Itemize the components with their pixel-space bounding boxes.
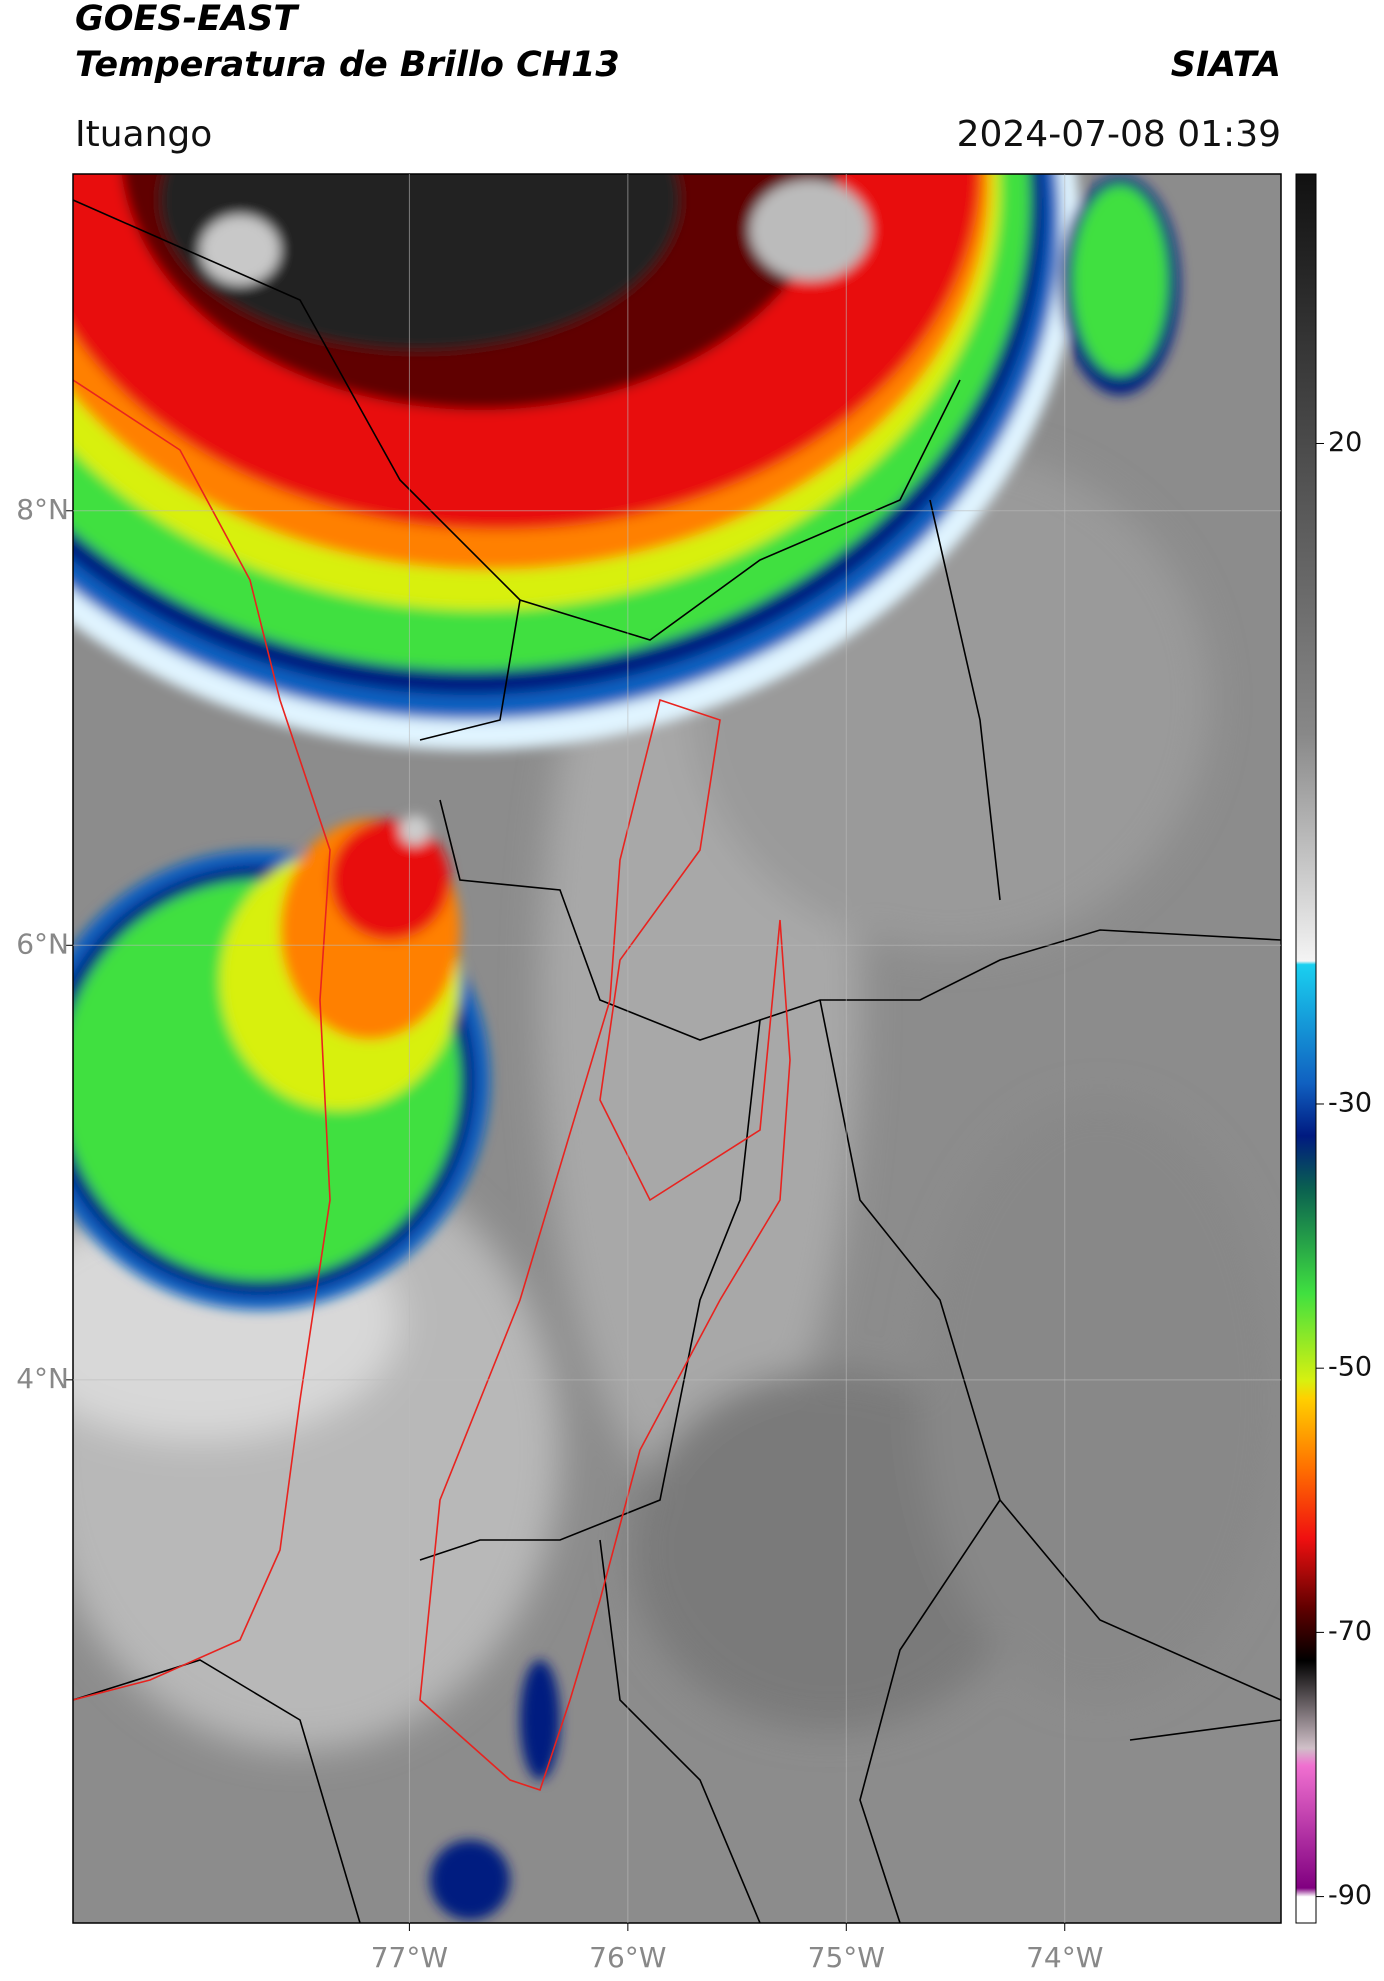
x-tick-label: 77°W <box>371 1941 448 1974</box>
colorbar-tick-label: 20 <box>1328 427 1362 458</box>
title: GOES-EAST <box>75 0 300 39</box>
y-tick-label: 6°N <box>16 927 69 960</box>
datetime: 2024-07-08 01:39 <box>957 114 1281 155</box>
place: Ituango <box>75 114 212 155</box>
x-tick-label: 76°W <box>589 1941 666 1974</box>
colorbar-tick-label: -90 <box>1328 1880 1372 1911</box>
x-tick-label: 75°W <box>808 1941 885 1974</box>
map-frame <box>72 173 1282 1924</box>
subtitle: Temperatura de Brillo CH13 <box>75 45 620 85</box>
colorbar-tick-label: -30 <box>1328 1087 1372 1118</box>
credit: SIATA <box>1171 45 1281 85</box>
y-tick-label: 4°N <box>16 1362 69 1395</box>
colorbar-tick-label: -70 <box>1328 1616 1372 1647</box>
y-tick-label: 8°N <box>16 493 69 526</box>
colorbar-tick-label: -50 <box>1328 1352 1372 1383</box>
colorbar <box>1295 173 1317 1924</box>
x-tick-label: 74°W <box>1026 1941 1103 1974</box>
satellite-image <box>73 174 1281 1923</box>
